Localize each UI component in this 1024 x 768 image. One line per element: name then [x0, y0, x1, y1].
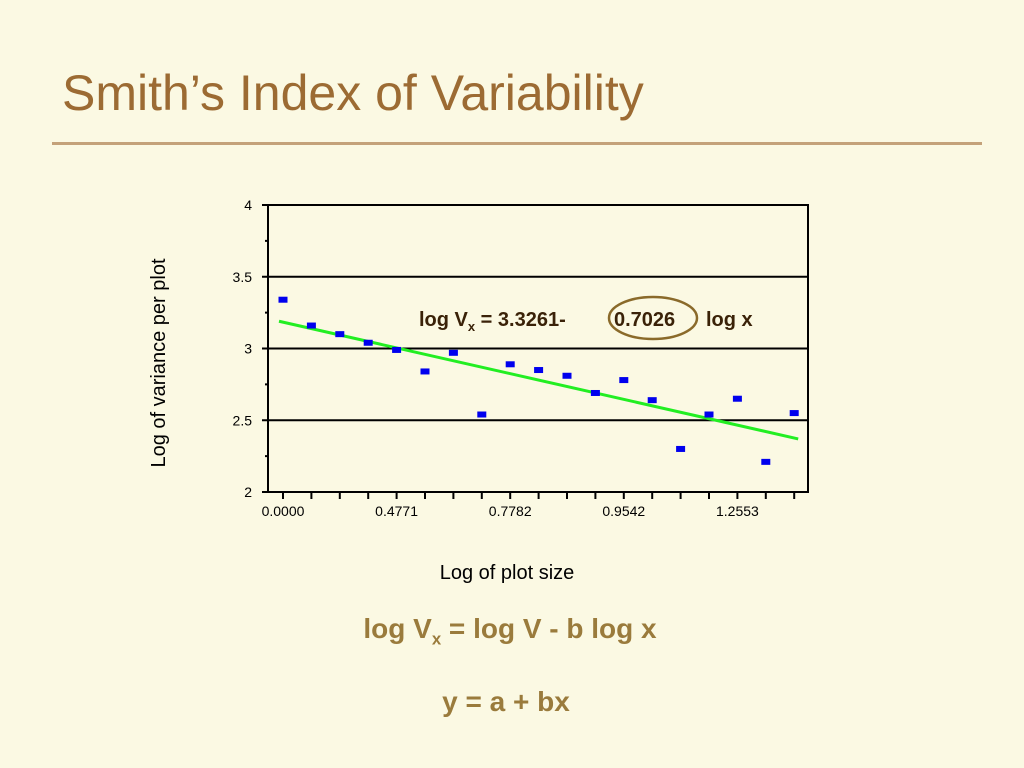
data-point: [704, 411, 714, 418]
x-tick-label: 0.9542: [602, 503, 645, 519]
data-point: [335, 331, 345, 338]
data-point: [590, 389, 600, 396]
formula-general-subscript: x: [431, 629, 442, 649]
x-tick-label: 1.2553: [716, 503, 759, 519]
data-point: [789, 410, 799, 417]
data-point: [505, 361, 515, 368]
y-tick-label: 3: [244, 341, 252, 357]
y-tick-label: 3.5: [233, 269, 253, 285]
formula-linear-text: y = a + bx: [442, 686, 570, 717]
x-axis-label: Log of plot size: [440, 562, 575, 584]
formula-linear: y = a + bx: [0, 686, 1024, 718]
data-point: [619, 377, 629, 384]
data-point: [392, 346, 402, 353]
x-tick-label: 0.0000: [262, 503, 305, 519]
title-divider: [52, 142, 982, 145]
data-point: [363, 339, 373, 346]
y-tick-label: 4: [244, 197, 252, 213]
data-point: [477, 411, 487, 418]
data-point: [306, 322, 316, 329]
formula-general: log Vx = log V - b log x: [0, 613, 1024, 650]
equation-annotation: log Vx = 3.3261- 0.7026 log x: [419, 309, 753, 334]
data-point: [534, 367, 544, 374]
data-point: [732, 395, 742, 402]
data-point: [562, 372, 572, 379]
data-point: [761, 458, 771, 465]
x-tick-label: 0.7782: [489, 503, 532, 519]
coefficient-highlight-ellipse: [607, 295, 699, 341]
data-point: [420, 368, 430, 375]
data-point: [278, 296, 288, 303]
slide-title: Smith’s Index of Variability: [62, 65, 644, 121]
data-point: [676, 445, 686, 452]
data-point: [448, 349, 458, 356]
y-tick-label: 2: [244, 484, 252, 500]
y-axis-label: Log of variance per plot: [148, 258, 170, 467]
formula-general-prefix: log V: [363, 613, 432, 644]
data-point: [647, 397, 657, 404]
x-tick-label: 0.4771: [375, 503, 418, 519]
y-tick-label: 2.5: [233, 412, 253, 428]
trendline: [278, 319, 799, 441]
formula-general-suffix: = log V - b log x: [441, 613, 657, 644]
